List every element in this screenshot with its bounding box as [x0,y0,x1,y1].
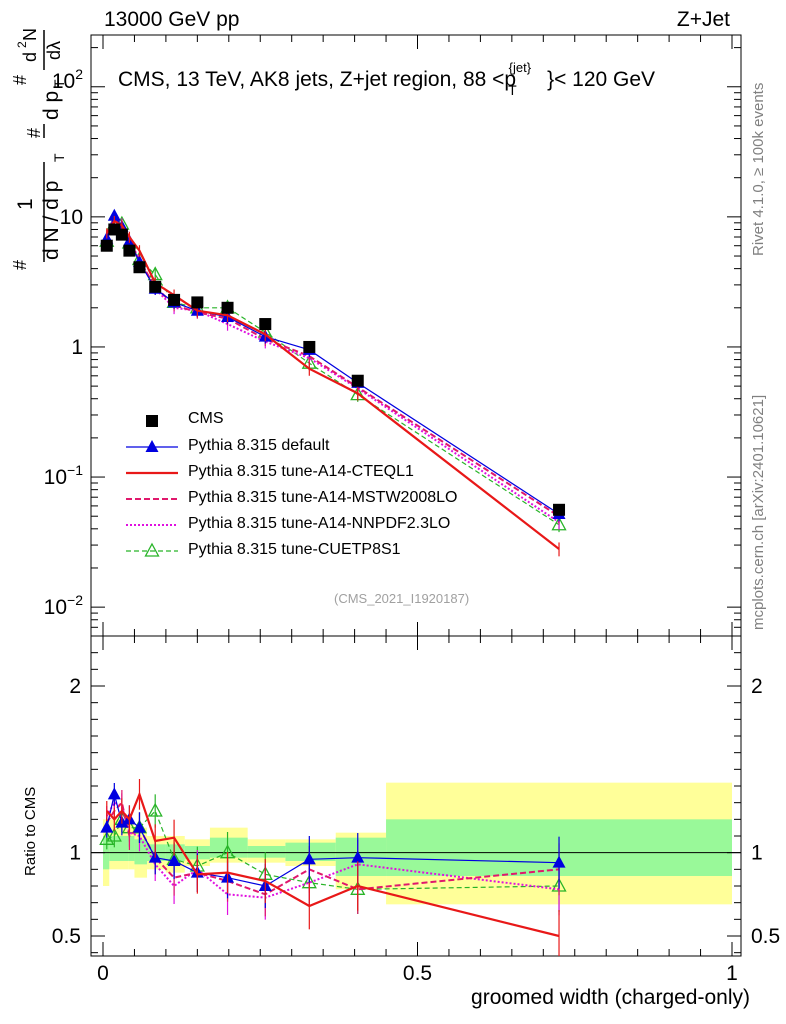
y-tick-label-top-base: 10 [44,596,67,619]
y-tick-label-top-exp: −2 [67,592,83,608]
mcplots-label: mcplots.cern.ch [arXiv:2401.10621] [750,394,767,630]
legend-marker-cuetp8s1 [144,542,160,557]
main-title-sub: T [508,82,517,98]
band-inner-3 [134,839,148,865]
y-tick-label-top-exp: −1 [67,462,83,478]
y-label-part: # [10,75,30,85]
analysis-id: (CMS_2021_I1920187) [334,591,470,606]
y-tick-label-top-max-base: 10 [52,70,75,93]
point-cms [221,301,234,314]
ratio-point-cuetp8s1 [147,802,163,817]
point-cms [149,280,162,293]
rivet-label: Rivet 4.1.0, ≥ 100k events [750,82,767,256]
ratio-point-default [552,855,566,868]
y-tick-label-top: 10−2 [44,592,84,619]
legend-label-default: Pythia 8.315 default [188,437,330,454]
point-cms [553,503,566,516]
ratio-point-default [351,850,365,863]
point-cms [115,228,128,241]
legend-marker-default [145,440,159,452]
header-left: 13000 GeV pp [104,8,240,31]
y-label-part: T [51,79,67,88]
legend-label-nnpdf: Pythia 8.315 tune-A14-NNPDF2.3LO [188,515,451,532]
y-tick-label-top-max-exp: 2 [75,66,83,82]
ratio-point-default [100,820,114,833]
band-inner-8 [247,846,286,858]
ratio-point-default [107,787,121,800]
legend-label-mstw: Pythia 8.315 tune-A14-MSTW2008LO [188,489,458,506]
legend-marker-data [146,415,158,427]
y-label-part: 1 [14,198,37,210]
y-tick-label-bottom: 1 [69,842,81,865]
main-title-tail: }< 120 GeV [547,68,656,91]
y-tick-label-bottom-right: 2 [751,675,763,698]
point-cuetp8s1 [551,516,567,531]
point-cms [133,261,146,274]
y-label-part: N [20,28,40,41]
band-inner-2 [128,836,135,861]
point-default [107,208,121,221]
y-tick-label-bottom: 2 [69,675,81,698]
y-label-part: d N / d p [40,181,63,260]
ratio-point-cuetp8s1 [99,830,115,845]
ratio-point-cuetp8s1 [106,827,122,842]
y-tick-label-bottom-right: 0.5 [751,925,780,948]
band-inner-1 [109,836,129,861]
y-label-part: d [20,52,40,62]
bottom-frame [90,635,742,957]
ratio-point-default [132,820,146,833]
main-title: CMS, 13 TeV, AK8 jets, Z+jet region, 88 … [118,60,656,98]
point-cms [123,244,136,257]
y-tick-label-top: 10 [60,206,83,229]
band-inner-9 [285,842,336,861]
y-label-part: dλ [44,41,64,60]
main-title-text: CMS, 13 TeV, AK8 jets, Z+jet region, 88 … [118,68,517,91]
main-title-sup: {jet} [508,60,532,75]
x-axis-label: groomed width (charged-only) [471,986,750,1009]
header-right: Z+Jet [676,8,730,31]
point-cms [100,239,113,252]
y-label-part: d p [40,91,63,120]
legend: CMS Pythia 8.315 default Pythia 8.315 tu… [120,408,540,578]
legend-label-cuetp8s1: Pythia 8.315 tune-CUETP8S1 [188,541,401,558]
point-cms [303,340,316,353]
y-label-part: T [51,153,67,162]
y-tick-label-top-max: 102 [52,66,83,93]
point-cms [191,296,204,309]
y-label-part: 2 [15,41,29,48]
point-cms [259,318,272,331]
y-tick-label-bottom-right: 1 [751,842,763,865]
x-tick-label: 0 [97,962,109,985]
x-tick-label: 1 [726,962,738,985]
point-cms [351,374,364,387]
y-tick-label-top-base: 10 [44,466,67,489]
x-tick-label: 0.5 [403,962,432,985]
ratio-point-default [302,852,316,865]
y-tick-label-bottom: 0.5 [52,925,81,948]
ratio-point-default [167,854,181,866]
y-label-part: # [10,260,30,270]
legend-label-cms: CMS [188,410,224,427]
y-tick-label-top: 10−1 [44,462,84,489]
y-label-part: # [24,128,44,138]
point-cms [168,293,181,306]
y-tick-label-top: 1 [71,336,83,359]
legend-label-cteql1: Pythia 8.315 tune-A14-CTEQL1 [188,463,414,480]
y-axis-label-bottom: Ratio to CMS [22,786,39,876]
